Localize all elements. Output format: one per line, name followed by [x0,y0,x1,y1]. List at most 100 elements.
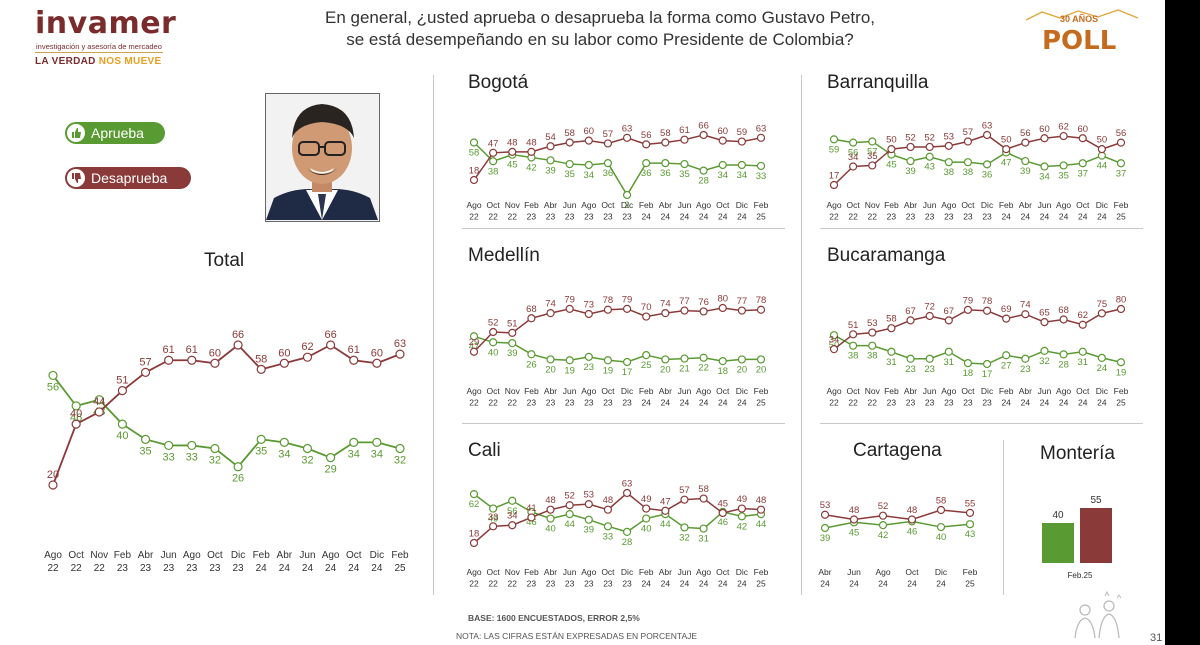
data-point-aprueba [584,352,593,361]
x-tick-label: Abr [659,567,672,577]
x-tick-label: Ago [581,200,596,210]
chart-monteria: 40 55 Feb.25 [1042,495,1112,580]
data-label-aprueba: 32 [679,532,690,543]
data-label-desaprueba: 69 [1001,304,1012,315]
data-point-desaprueba [1097,145,1106,154]
data-point-desaprueba [1059,131,1068,141]
data-point-aprueba [622,190,632,200]
x-tick-label: Ago [466,200,481,210]
x-tick-year: 24 [699,398,709,408]
data-label-aprueba: 39 [584,525,595,536]
data-label-desaprueba: 49 [641,494,652,505]
x-tick-year: 23 [906,212,916,222]
data-point-aprueba [546,514,555,523]
x-tick-label: Abr [1019,386,1032,396]
data-point-aprueba [642,351,651,360]
x-tick-year: 23 [163,563,175,574]
title-total: Total [204,250,245,271]
data-point-desaprueba [642,312,651,321]
data-point-desaprueba [71,419,81,429]
x-tick-year: 22 [848,398,858,408]
x-tick-label: Jun [161,550,177,561]
data-label-aprueba: 35 [679,169,690,180]
data-point-desaprueba [584,136,593,145]
series-line-aprueba [473,141,762,197]
data-point-desaprueba [527,314,536,323]
data-point-aprueba [944,347,953,356]
data-point-desaprueba [925,142,934,152]
x-tick-year: 23 [887,398,897,408]
x-tick-label: Feb [754,567,769,577]
data-point-desaprueba [565,304,574,313]
x-tick-year: 24 [1078,212,1088,222]
x-tick-label: Jun [299,550,315,561]
x-tick-year: 23 [584,212,594,222]
data-point-aprueba [565,510,574,519]
poll-badge-decoration [1025,9,1139,21]
data-label-aprueba: 58 [469,148,480,159]
data-label-aprueba: 45 [507,160,518,171]
x-tick-year: 24 [1021,212,1031,222]
data-label-aprueba: 20 [545,364,556,375]
data-label-aprueba: 34 [348,448,360,460]
data-point-aprueba [622,527,632,536]
data-point-aprueba [395,443,405,454]
poll-badge: 30 AÑOS POLL [1020,8,1150,68]
x-tick-year: 23 [603,212,613,222]
x-tick-label: Oct [487,567,501,577]
bar-aprueba [1042,523,1074,563]
data-label-aprueba: 23 [584,362,595,373]
data-point-desaprueba [527,513,536,522]
x-tick-year: 25 [756,579,766,589]
data-point-aprueba [279,437,289,447]
data-label-aprueba: 43 [924,162,935,173]
data-label-desaprueba: 74 [545,299,556,310]
data-label-desaprueba: 58 [936,496,947,507]
data-label-aprueba: 34 [1039,172,1050,183]
data-point-desaprueba [680,306,689,315]
data-label-aprueba: 38 [848,351,859,362]
data-label-aprueba: 34 [584,170,595,181]
data-point-desaprueba [117,386,128,396]
data-point-aprueba [349,437,359,447]
data-label-aprueba: 20 [756,364,767,375]
data-label-desaprueba: 48 [849,505,860,516]
x-tick-label: Abr [277,550,293,561]
x-tick-label: Abr [1019,200,1032,210]
x-tick-year: 24 [718,212,728,222]
divider-mid [801,75,802,595]
data-label-desaprueba: 56 [1020,128,1031,139]
data-point-desaprueba [1116,138,1126,147]
data-label-desaprueba: 79 [963,295,974,306]
data-label-desaprueba: 57 [679,485,690,496]
data-label-desaprueba: 62 [1058,122,1069,133]
tagline-b: NOS MUEVE [98,56,162,67]
series-line-aprueba [473,493,762,533]
x-tick-year: 23 [906,398,916,408]
data-point-desaprueba [489,327,498,337]
data-label-desaprueba: 78 [603,295,614,306]
data-label-desaprueba: 52 [905,132,916,143]
data-label-desaprueba: 66 [698,121,709,132]
data-label-desaprueba: 57 [139,356,151,368]
data-point-aprueba [680,523,689,532]
x-tick-label: Ago [183,550,201,561]
data-label-aprueba: 31 [1077,357,1088,368]
x-tick-label: Dic [935,567,948,577]
data-point-desaprueba [849,515,859,524]
data-point-aprueba [164,440,174,451]
x-tick-label: Dic [621,200,634,210]
data-point-desaprueba [965,508,975,517]
data-point-aprueba [326,453,336,463]
x-tick-label: Oct [847,200,861,210]
x-tick-label: Ago [581,567,596,577]
x-tick-label: Dic [981,386,994,396]
data-point-aprueba [982,359,992,369]
x-tick-year: 22 [469,212,479,222]
data-point-desaprueba [489,148,498,157]
series-line-desaprueba [824,509,971,521]
data-point-aprueba [372,437,382,447]
data-point-aprueba [140,434,151,444]
data-point-desaprueba [140,367,151,377]
data-point-aprueba [603,356,613,365]
